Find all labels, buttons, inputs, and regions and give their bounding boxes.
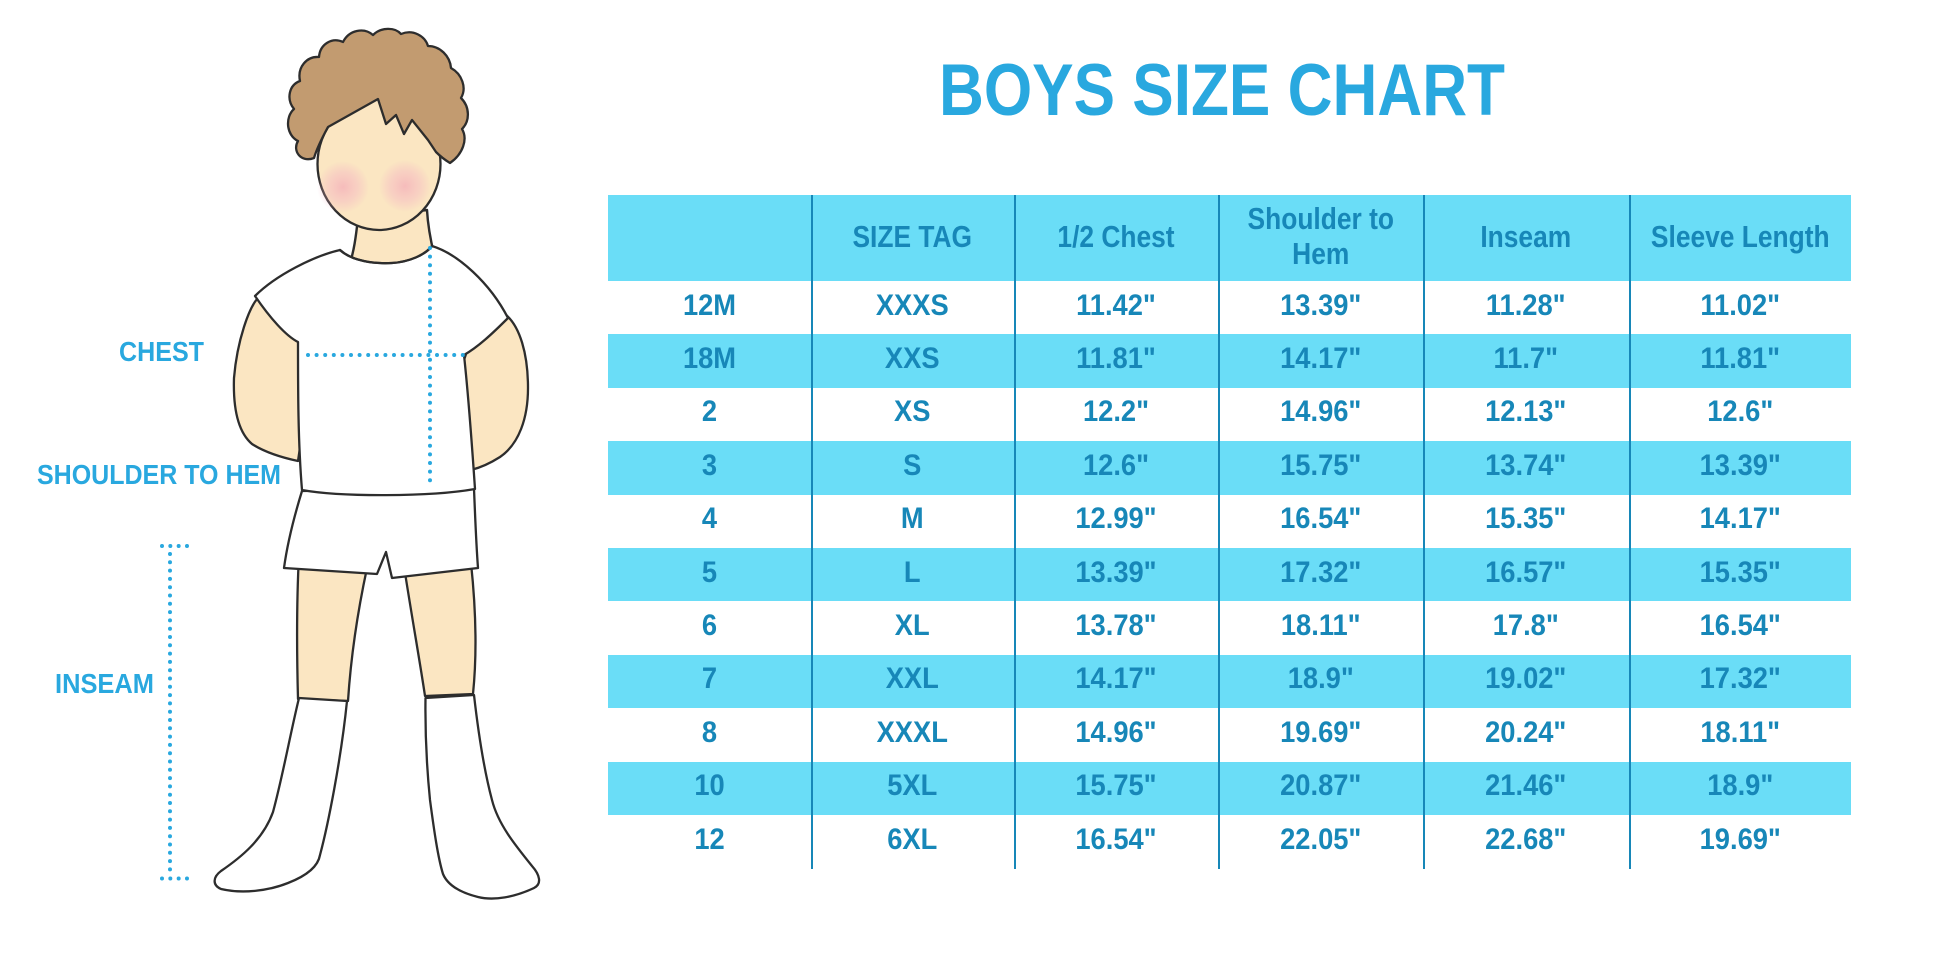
svg-text:BOYS SIZE CHART: BOYS SIZE CHART [939, 50, 1505, 131]
svg-text:SHOULDER TO HEM: SHOULDER TO HEM [37, 459, 281, 490]
svg-text:CHEST: CHEST [119, 336, 204, 367]
svg-text:INSEAM: INSEAM [55, 668, 154, 699]
